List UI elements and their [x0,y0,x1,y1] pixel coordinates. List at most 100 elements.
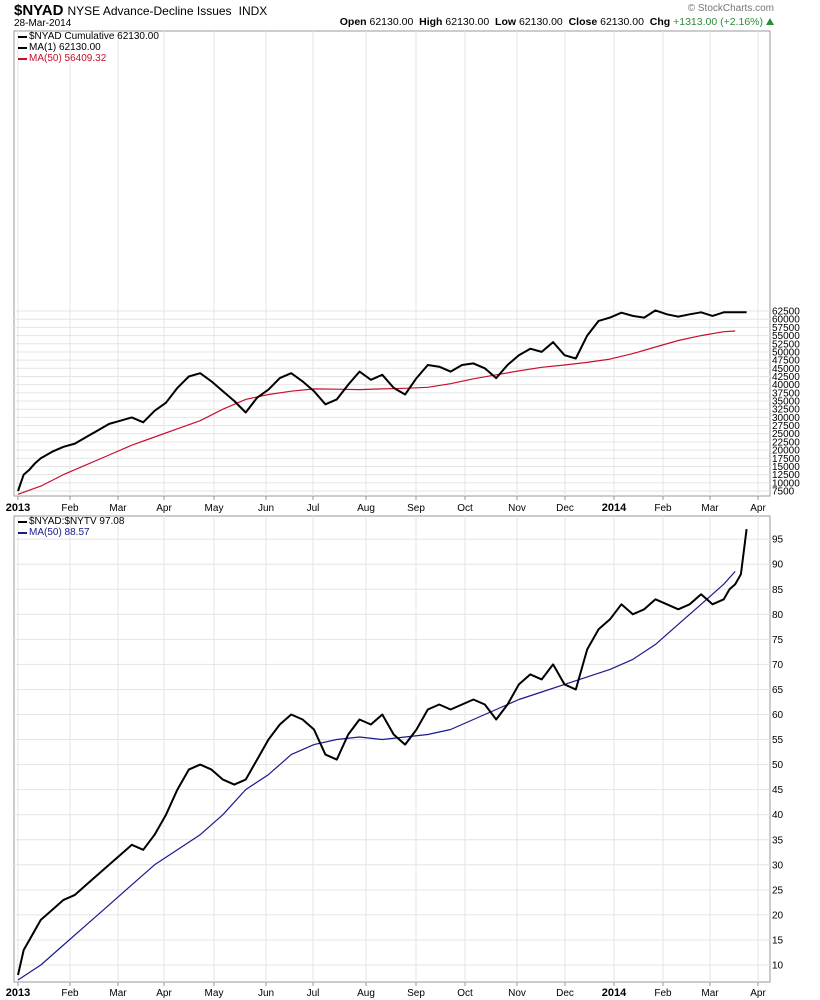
y-tick-label: 25 [772,885,784,896]
y-tick-label: 35000 [772,397,800,408]
y-tick-label: 15 [772,935,784,946]
y-tick-label: 45000 [772,364,800,375]
chart-panel-top: 7500100001250015000175002000022500250002… [6,30,800,514]
x-tick-label: Dec [556,503,574,514]
x-tick-label: Sep [407,988,425,999]
y-tick-label: 7500 [772,487,795,498]
y-tick-label: 55000 [772,331,800,342]
x-tick-label: Jun [258,503,274,514]
y-tick-label: 95 [772,535,784,546]
y-tick-label: 22500 [772,437,800,448]
legend-entry: MA(50) 56409.32 [18,53,159,64]
x-tick-label: Jul [307,503,320,514]
y-tick-label: 10 [772,961,784,972]
security-name: NYSE Advance-Decline Issues [67,4,232,18]
legend-entry: $NYAD Cumulative 62130.00 [18,31,159,42]
plot-frame [13,515,771,983]
x-tick-label: May [205,988,224,999]
series-line-price [17,528,748,976]
chg-value: +1313.00 (+2.16%) [673,16,763,28]
low-value: 62130.00 [518,16,563,28]
y-tick-label: 65 [772,685,784,696]
x-tick-label: Jul [307,988,320,999]
y-tick-label: 40 [772,810,784,821]
high-value: 62130.00 [445,16,490,28]
up-arrow-icon [766,18,774,25]
series-line-price [17,309,747,492]
x-tick-label: Nov [508,988,526,999]
legend-swatch [18,35,27,38]
high-label: High [419,16,443,28]
y-tick-label: 60 [772,710,784,721]
low-label: Low [495,16,517,28]
y-tick-label: 15000 [772,462,800,473]
y-tick-label: 30 [772,860,784,871]
y-tick-label: 37500 [772,388,800,399]
x-tick-label: Oct [457,988,473,999]
chart-header: $NYAD NYSE Advance-Decline Issues INDX © … [14,2,774,30]
y-tick-label: 25000 [772,429,800,440]
x-tick-label: Sep [407,503,425,514]
credit: © StockCharts.com [687,3,774,14]
x-tick-label: Mar [109,988,127,999]
y-tick-label: 60000 [772,315,800,326]
quote-line: Open 62130.00 High 62130.00 Low 62130.00… [340,16,774,28]
y-tick-label: 10000 [772,478,800,489]
y-tick-label: 42500 [772,372,800,383]
legend-swatch [18,46,27,49]
x-tick-label: Nov [508,503,526,514]
chart-panel-bottom: 10 15 20 25 30 35 40 45 50 55 60 65 70 75 80 85 90 95 2013… [6,515,784,999]
y-tick-label: 40000 [772,380,800,391]
y-tick-label: 45 [772,785,784,796]
chg-label: Chg [649,16,671,28]
x-tick-label: 2014 [602,987,627,999]
y-tick-label: 62500 [772,307,800,318]
y-tick-label: 17500 [772,454,800,465]
legend-bottom: $NYAD:$NYTV 97.08 MA(50) 88.57 [18,516,124,538]
x-tick-label: 2014 [602,502,627,514]
x-tick-label: Aug [357,988,375,999]
x-tick-label: Jun [258,988,274,999]
open-value: 62130.00 [369,16,414,28]
series-line-ma50 [17,330,736,495]
legend-entry: $NYAD:$NYTV 97.08 [18,516,124,527]
legend-swatch [18,57,27,60]
y-tick-label: 70 [772,660,784,671]
x-tick-label: Aug [357,503,375,514]
x-tick-label: Mar [109,503,127,514]
legend-entry: MA(50) 88.57 [18,527,124,538]
y-tick-label: 85 [772,585,784,596]
y-tick-label: 35 [772,835,784,846]
legend-text: $NYAD:$NYTV 97.08 [29,516,125,527]
y-tick-label: 90 [772,560,784,571]
open-label: Open [339,16,367,28]
x-tick-label: Mar [701,988,719,999]
y-tick-label: 80 [772,610,784,621]
x-tick-label: Feb [654,503,672,514]
series-line-ma50 [17,571,736,981]
x-tick-label: Apr [750,988,766,999]
y-tick-label: 30000 [772,413,800,424]
x-tick-label: Apr [156,503,172,514]
close-label: Close [568,16,598,28]
x-tick-label: Apr [156,988,172,999]
y-tick-label: 20 [772,910,784,921]
x-tick-label: Feb [61,503,79,514]
x-tick-label: May [205,503,224,514]
x-tick-label: Apr [750,503,766,514]
y-tick-label: 47500 [772,356,800,367]
legend-swatch [18,520,27,523]
x-tick-label: Feb [654,988,672,999]
y-tick-label: 50 [772,760,784,771]
legend-text: MA(50) 56409.32 [29,53,107,64]
y-tick-label: 50000 [772,347,800,358]
y-tick-label: 20000 [772,446,800,457]
legend-text: MA(1) 62130.00 [29,42,101,53]
y-tick-label: 75 [772,635,784,646]
symbol: $NYAD [14,2,64,19]
legend-entry: MA(1) 62130.00 [18,42,159,53]
y-tick-label: 55 [772,735,784,746]
x-tick-label: Dec [556,988,574,999]
x-tick-label: Mar [701,503,719,514]
